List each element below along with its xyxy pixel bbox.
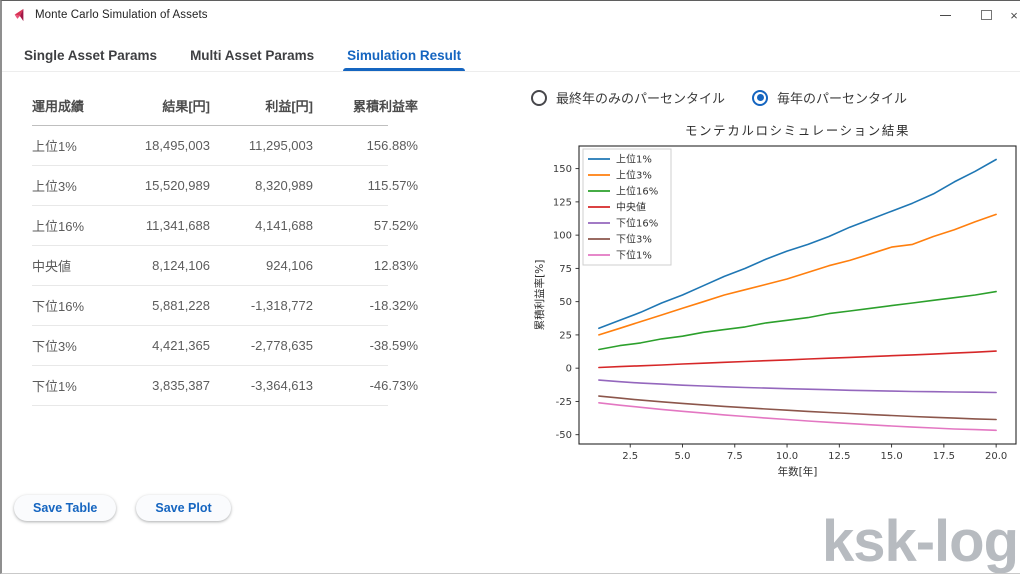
results-table: 運用成績 結果[円] 利益[円] 累積利益率 上位1% 18,495,003 1…: [32, 86, 418, 406]
app-logo-icon: [14, 8, 24, 22]
svg-text:年数[年]: 年数[年]: [778, 465, 818, 478]
maximize-button[interactable]: [971, 1, 1001, 29]
row-rate: 156.88%: [366, 138, 418, 153]
row-rate: 57.52%: [373, 218, 418, 233]
simulation-chart-figure: 2.5 5.0 7.5 10.0 12.5 15.0 17.5 20.0 -50 -25 0 25 50…: [530, 119, 1018, 488]
svg-text:下位3%: 下位3%: [616, 233, 652, 246]
row-profit: 8,320,989: [255, 178, 313, 193]
svg-text:2.5: 2.5: [622, 451, 638, 462]
close-button[interactable]: ×: [999, 1, 1020, 29]
row-profit: 924,106: [266, 258, 313, 273]
svg-text:150: 150: [553, 164, 572, 175]
svg-text:7.5: 7.5: [727, 451, 743, 462]
row-result: 18,495,003: [144, 138, 210, 153]
tab-simulation-result[interactable]: Simulation Result: [343, 40, 466, 71]
svg-text:125: 125: [553, 197, 572, 208]
svg-text:モンテカルロシミュレーション結果: モンテカルロシミュレーション結果: [685, 123, 910, 138]
monte-carlo-line-chart: 2.5 5.0 7.5 10.0 12.5 15.0 17.5 20.0 -50 -25 0 25 50…: [533, 123, 1017, 478]
row-rate: -18.32%: [369, 298, 418, 313]
row-profit: 11,295,003: [248, 138, 313, 153]
table-header-row: 運用成績 結果[円] 利益[円] 累積利益率: [32, 86, 418, 126]
radio-circle-icon: [531, 89, 547, 106]
svg-text:50: 50: [559, 297, 572, 308]
row-label: 中央値: [32, 259, 72, 274]
col-header-cumulative-rate: 累積利益率: [352, 99, 418, 114]
col-header-profit: 利益[円]: [265, 99, 313, 114]
save-table-button[interactable]: Save Table: [14, 495, 117, 521]
svg-text:中央値: 中央値: [616, 201, 646, 214]
table-row: 中央値 8,124,106 924,106 12.83%: [32, 246, 418, 286]
row-result: 3,835,387: [152, 378, 210, 393]
row-result: 8,124,106: [152, 258, 210, 273]
title-bar: Monte Carlo Simulation of Assets ×: [2, 1, 1020, 29]
row-profit: -3,364,613: [250, 378, 313, 393]
row-label: 上位1%: [32, 139, 77, 154]
row-result: 15,520,989: [144, 178, 210, 193]
svg-text:上位16%: 上位16%: [616, 185, 658, 198]
svg-text:100: 100: [553, 231, 572, 242]
minimize-icon: [939, 14, 951, 16]
svg-text:17.5: 17.5: [933, 451, 955, 462]
percentile-radio-group: 最終年のみのパーセンタイル 毎年のパーセンタイル: [531, 88, 907, 107]
svg-text:0: 0: [566, 364, 572, 375]
svg-text:15.0: 15.0: [880, 451, 902, 462]
svg-text:累積利益率[%]: 累積利益率[%]: [533, 260, 546, 331]
radio-every-year-percentile[interactable]: 毎年のパーセンタイル: [752, 88, 907, 107]
col-header-result: 結果[円]: [162, 99, 210, 114]
table-row: 上位1% 18,495,003 11,295,003 156.88%: [32, 126, 418, 166]
tab-label: Simulation Result: [347, 48, 462, 63]
minimize-button[interactable]: [930, 1, 960, 29]
row-profit: -1,318,772: [250, 298, 313, 313]
table-row: 上位16% 11,341,688 4,141,688 57.52%: [32, 206, 418, 246]
svg-text:20.0: 20.0: [985, 451, 1007, 462]
tab-label: Multi Asset Params: [190, 48, 315, 63]
action-button-row: Save Table Save Plot: [14, 495, 231, 521]
row-label: 下位16%: [32, 299, 85, 314]
row-label: 上位3%: [32, 179, 77, 194]
radio-label: 毎年のパーセンタイル: [777, 91, 908, 106]
svg-text:下位16%: 下位16%: [616, 217, 658, 230]
close-icon: ×: [1010, 7, 1018, 23]
row-result: 5,881,228: [152, 298, 210, 313]
svg-text:下位1%: 下位1%: [616, 249, 652, 262]
svg-text:上位1%: 上位1%: [616, 153, 652, 166]
svg-text:上位3%: 上位3%: [616, 169, 652, 182]
table-row: 下位1% 3,835,387 -3,364,613 -46.73%: [32, 366, 418, 406]
row-profit: -2,778,635: [250, 338, 313, 353]
tab-bar: Single Asset Params Multi Asset Params S…: [2, 40, 1020, 72]
row-rate: 12.83%: [373, 258, 418, 273]
svg-text:75: 75: [559, 264, 572, 275]
save-plot-button[interactable]: Save Plot: [136, 495, 231, 521]
svg-text:-25: -25: [556, 397, 572, 408]
row-rate: 115.57%: [367, 178, 418, 193]
table-row: 上位3% 15,520,989 8,320,989 115.57%: [32, 166, 418, 206]
row-profit: 4,141,688: [255, 218, 313, 233]
col-header-performance: 運用成績: [32, 99, 85, 114]
row-rate: -46.73%: [369, 378, 418, 393]
svg-text:10.0: 10.0: [776, 451, 798, 462]
row-result: 11,341,688: [145, 218, 210, 233]
radio-label: 最終年のみのパーセンタイル: [556, 91, 726, 106]
tab-single-asset-params[interactable]: Single Asset Params: [20, 40, 161, 71]
table-row: 下位16% 5,881,228 -1,318,772 -18.32%: [32, 286, 418, 326]
row-label: 下位1%: [32, 379, 77, 394]
svg-text:-50: -50: [556, 430, 572, 441]
svg-text:12.5: 12.5: [828, 451, 850, 462]
svg-text:25: 25: [559, 330, 572, 341]
table-row: 下位3% 4,421,365 -2,778,635 -38.59%: [32, 326, 418, 366]
row-result: 4,421,365: [152, 338, 210, 353]
tab-label: Single Asset Params: [24, 48, 158, 63]
radio-circle-icon: [752, 89, 769, 106]
maximize-icon: [980, 10, 992, 20]
window-title: Monte Carlo Simulation of Assets: [35, 9, 208, 21]
radio-final-year-percentile[interactable]: 最終年のみのパーセンタイル: [531, 88, 725, 107]
row-label: 下位3%: [32, 339, 77, 354]
watermark: ksk-log: [821, 509, 1019, 574]
tab-multi-asset-params[interactable]: Multi Asset Params: [186, 40, 318, 71]
svg-text:5.0: 5.0: [675, 451, 691, 462]
row-label: 上位16%: [32, 219, 85, 234]
row-rate: -38.59%: [369, 338, 418, 353]
